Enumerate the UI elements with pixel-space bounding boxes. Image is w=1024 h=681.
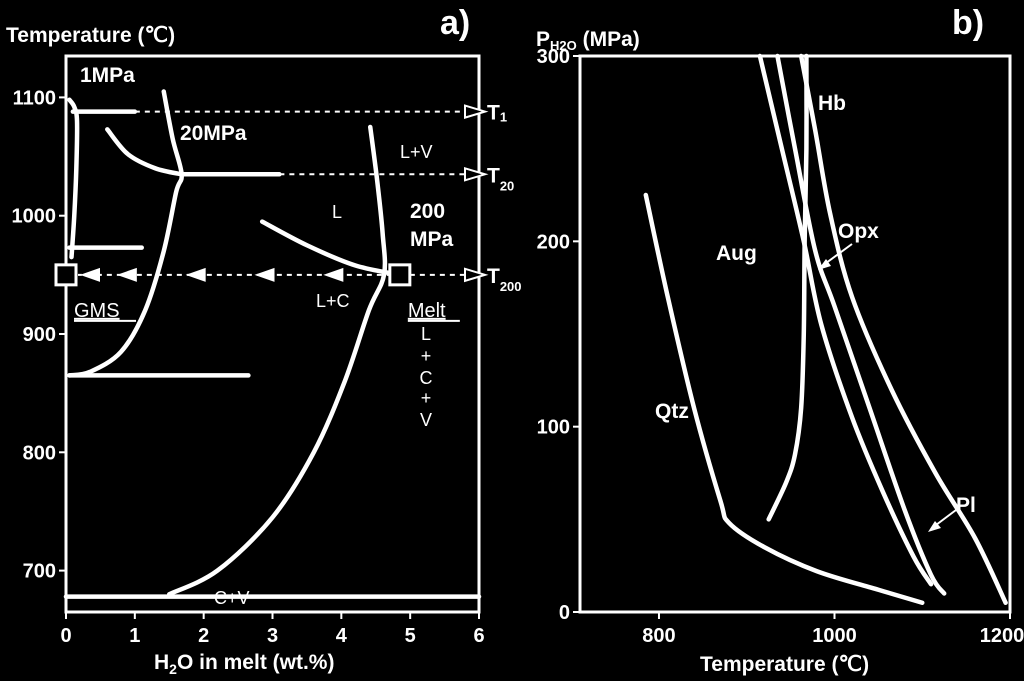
label-qtz: Qtz	[655, 400, 689, 423]
curve-1mpa	[67, 97, 80, 260]
panel-a-ytick-label: 800	[23, 442, 56, 464]
panel-b-xlabel: Temperature (℃)	[700, 653, 869, 676]
panel-b-ytick-label: 200	[537, 231, 570, 253]
panel-a-xtick-label: 5	[405, 625, 416, 647]
tie-label: T1	[487, 102, 507, 125]
tie-line-arrowhead	[464, 104, 489, 119]
panel-a-xtick-label: 2	[198, 625, 209, 647]
tie-line-arrowhead	[464, 267, 489, 283]
panel-a-tie-lines: T1 T20 T200	[134, 102, 522, 294]
label-l: L	[332, 202, 342, 222]
lcv-v: V	[420, 410, 432, 430]
panel-a-xtick-label: 6	[473, 625, 484, 647]
panel-b-xtick-label: 1200	[980, 625, 1024, 647]
curve-aug	[757, 53, 934, 587]
panel-b-xtick-label: 1000	[812, 625, 857, 647]
lcv-plus-1: +	[421, 346, 432, 366]
curve-opx	[775, 53, 947, 596]
panel-b-x-ticks: 800 1000 1200	[642, 612, 1024, 647]
lcv-plus-2: +	[421, 388, 432, 408]
panel-a-ytick-label: 900	[23, 324, 56, 346]
panel-a-ylabel: Temperature (℃)	[6, 24, 175, 47]
marker-label-gms: GMS	[74, 300, 120, 322]
opx-pointer-head	[818, 259, 831, 270]
panel-b-frame	[578, 54, 1012, 614]
panel-a-frame	[64, 54, 481, 614]
lcv-l: L	[421, 324, 431, 344]
label-20mpa: 20MPa	[180, 122, 247, 145]
curve-qtz	[643, 192, 925, 605]
marker-gms	[54, 263, 78, 287]
crystallization-arrowhead	[323, 267, 344, 282]
label-200: 200	[410, 200, 445, 223]
panel-a-curves	[67, 89, 403, 597]
panel-a-label: a)	[440, 4, 470, 42]
panel-a-ytick-label: 1100	[13, 87, 56, 109]
tie-line-arrowhead	[464, 166, 489, 182]
panel-a-x-ticks: 0 1 2 3 4 5 6	[60, 612, 485, 647]
panel-b-y-ticks: 0 100 200 300	[537, 46, 580, 624]
curve-200mpa-branch	[259, 219, 403, 278]
panel-a: Temperature (℃) a) H2O in melt (wt.%) 70…	[6, 4, 522, 677]
pl-pointer-arrow	[928, 509, 957, 532]
tie-label: T200	[487, 265, 522, 294]
panel-a-isotherms	[63, 109, 482, 599]
panel-b-xtick-label: 800	[642, 625, 675, 647]
panel-b-ytick-label: 100	[537, 417, 570, 439]
marker-label-melt: Melt	[408, 300, 446, 322]
crystallization-arrowhead	[116, 267, 137, 282]
curve-20mpa	[67, 89, 184, 378]
panel-b-ylabel: PH2O (MPa)	[536, 28, 640, 53]
panel-b-ytick-label: 0	[559, 602, 570, 624]
panel-b: PH2O (MPa) b) Temperature (℃) 0 100 200 300…	[536, 4, 1024, 676]
curve-200mpa	[167, 124, 388, 597]
panel-a-xtick-label: 1	[129, 625, 140, 647]
curve-pl	[798, 53, 1008, 605]
panel-a-markers: GMS Melt	[54, 263, 460, 322]
panel-a-xtick-label: 0	[60, 625, 71, 647]
crystallization-arrow	[78, 267, 392, 282]
label-c-plus-v: C+V	[214, 588, 250, 608]
panel-a-y-ticks: 700 800 900 1000 1100	[12, 87, 66, 583]
label-opx: Opx	[838, 220, 879, 243]
label-hb: Hb	[818, 92, 846, 115]
crystallization-arrowhead	[254, 267, 275, 282]
tie-label: T20	[487, 164, 514, 193]
opx-pointer-arrow	[818, 243, 853, 270]
label-1mpa: 1MPa	[80, 64, 135, 87]
curve-hb	[766, 53, 809, 522]
marker-melt	[388, 263, 412, 287]
label-l-plus-c: L+C	[316, 291, 350, 311]
lcv-c: C	[420, 368, 433, 388]
pl-pointer-head	[928, 521, 941, 532]
label-aug: Aug	[716, 242, 757, 265]
crystallization-arrowhead	[80, 267, 100, 282]
label-l-plus-v: L+V	[400, 142, 433, 162]
label-pl: Pl	[956, 494, 976, 517]
panel-b-curves	[643, 53, 1008, 605]
curve-20mpa-branch	[105, 127, 184, 177]
panel-b-label: b)	[952, 4, 984, 42]
crystallization-arrowhead	[185, 267, 206, 282]
panel-a-xtick-label: 4	[336, 625, 348, 647]
label-mpa: MPa	[410, 228, 454, 251]
label-l-c-v: L + C + V	[420, 324, 433, 430]
panel-a-ytick-label: 700	[23, 561, 56, 583]
panel-b-ytick-label: 300	[537, 46, 570, 68]
panel-a-ytick-label: 1000	[12, 206, 57, 228]
panel-a-xtick-label: 3	[267, 625, 278, 647]
panel-a-xlabel: H2O in melt (wt.%)	[154, 651, 334, 677]
